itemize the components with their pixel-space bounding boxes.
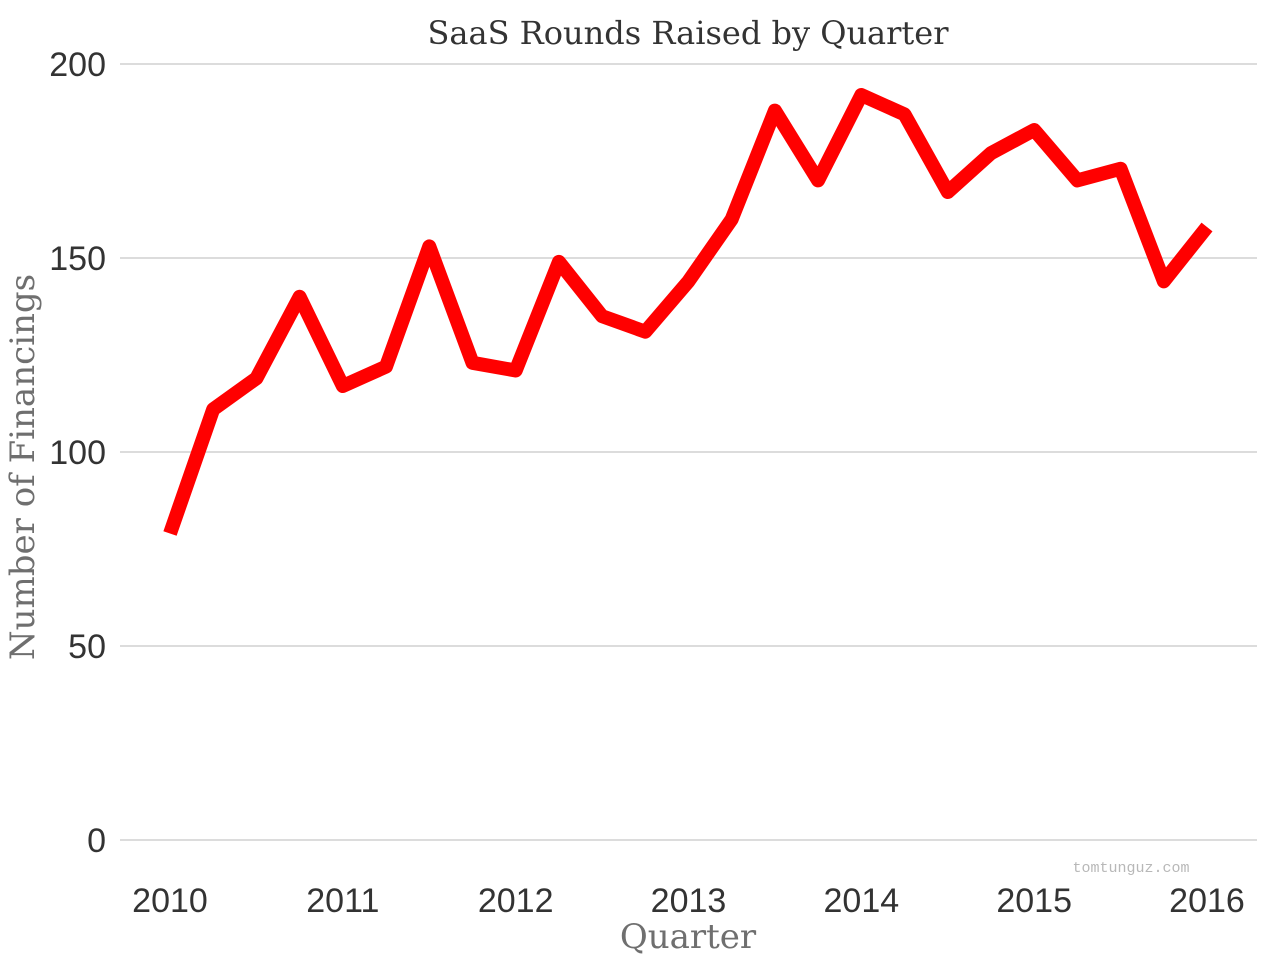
watermark: tomtunguz.com	[1072, 860, 1189, 877]
y-tick-labels: 0 50 100 150 200	[49, 46, 106, 860]
x-tick-label: 2015	[996, 882, 1072, 920]
series-lines	[163, 88, 1213, 536]
y-tick-label: 50	[68, 628, 106, 666]
x-tick-label: 2012	[478, 882, 554, 920]
y-tick-label: 150	[49, 240, 106, 278]
x-tick-label: 2011	[306, 882, 379, 920]
y-gridlines	[120, 63, 1257, 841]
x-tick-labels: 2010 2011 2012 2013 2014 2015 2016	[132, 882, 1245, 920]
y-tick-label: 100	[49, 434, 106, 472]
chart-title: SaaS Rounds Raised by Quarter	[427, 14, 949, 52]
x-axis-label: Quarter	[620, 917, 757, 957]
y-tick-label: 200	[49, 46, 106, 84]
x-tick-label: 2010	[132, 882, 208, 920]
y-tick-label: 0	[87, 822, 106, 860]
x-tick-label: 2014	[824, 882, 900, 920]
x-tick-label: 2016	[1169, 882, 1245, 920]
series-line	[163, 88, 1213, 536]
y-axis-label: Number of Financings	[3, 274, 43, 660]
x-tick-label: 2013	[651, 882, 727, 920]
